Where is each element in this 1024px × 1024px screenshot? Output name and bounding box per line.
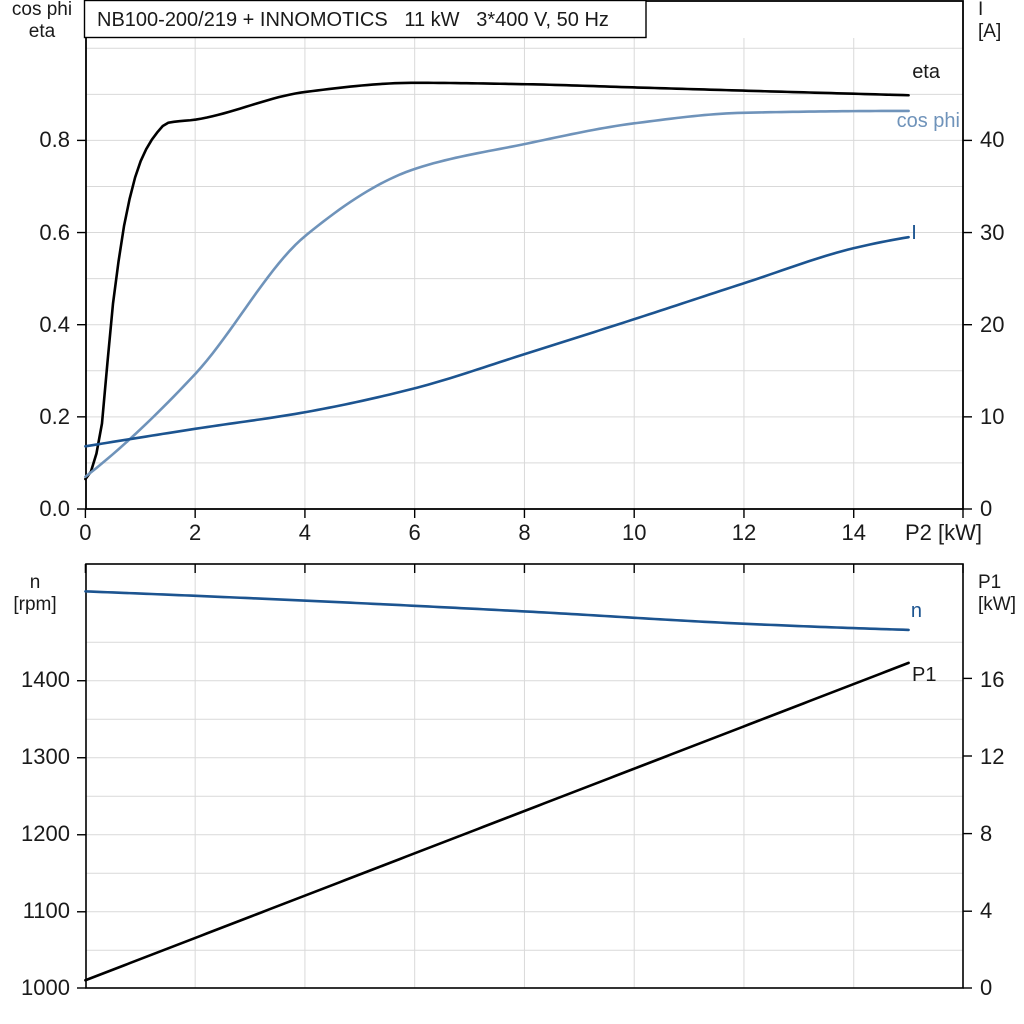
svg-text:P2 [kW]: P2 [kW] [905,520,982,545]
svg-text:1300: 1300 [21,744,70,769]
svg-text:4: 4 [980,898,992,923]
svg-text:eta: eta [912,61,941,83]
svg-text:8: 8 [518,520,530,545]
svg-text:1000: 1000 [21,975,70,1000]
svg-text:n: n [30,572,41,593]
svg-text:I: I [911,222,917,244]
svg-text:0: 0 [79,520,91,545]
svg-text:I: I [978,0,983,20]
svg-text:[rpm]: [rpm] [13,594,56,615]
svg-text:6: 6 [409,520,421,545]
svg-text:0: 0 [980,975,992,1000]
svg-text:40: 40 [980,127,1004,152]
svg-text:4: 4 [299,520,311,545]
svg-text:30: 30 [980,220,1004,245]
svg-text:0.6: 0.6 [39,220,70,245]
svg-text:cos phi: cos phi [897,110,960,132]
svg-text:8: 8 [980,821,992,846]
svg-text:P1: P1 [978,572,1001,593]
svg-text:cos phi: cos phi [12,0,72,20]
svg-text:[A]: [A] [978,21,1001,42]
svg-text:1200: 1200 [21,821,70,846]
svg-text:[kW]: [kW] [978,594,1016,615]
svg-text:eta: eta [29,21,56,42]
svg-text:0.4: 0.4 [39,312,70,337]
svg-text:2: 2 [189,520,201,545]
svg-text:12: 12 [980,744,1004,769]
svg-text:20: 20 [980,312,1004,337]
svg-text:16: 16 [980,667,1004,692]
svg-text:1100: 1100 [23,898,70,923]
svg-text:10: 10 [622,520,646,545]
svg-text:0: 0 [980,496,992,521]
svg-text:0.8: 0.8 [39,127,70,152]
svg-text:1400: 1400 [21,667,70,692]
svg-text:P1: P1 [912,664,936,686]
svg-text:0.2: 0.2 [39,404,70,429]
svg-text:14: 14 [841,520,865,545]
svg-text:10: 10 [980,404,1004,429]
svg-text:n: n [911,600,922,622]
svg-text:12: 12 [732,520,756,545]
svg-text:NB100-200/219 + INNOMOTICS 1: NB100-200/219 + INNOMOTICS 11 kW 3*400 V… [97,9,609,31]
svg-text:0.0: 0.0 [39,496,70,521]
